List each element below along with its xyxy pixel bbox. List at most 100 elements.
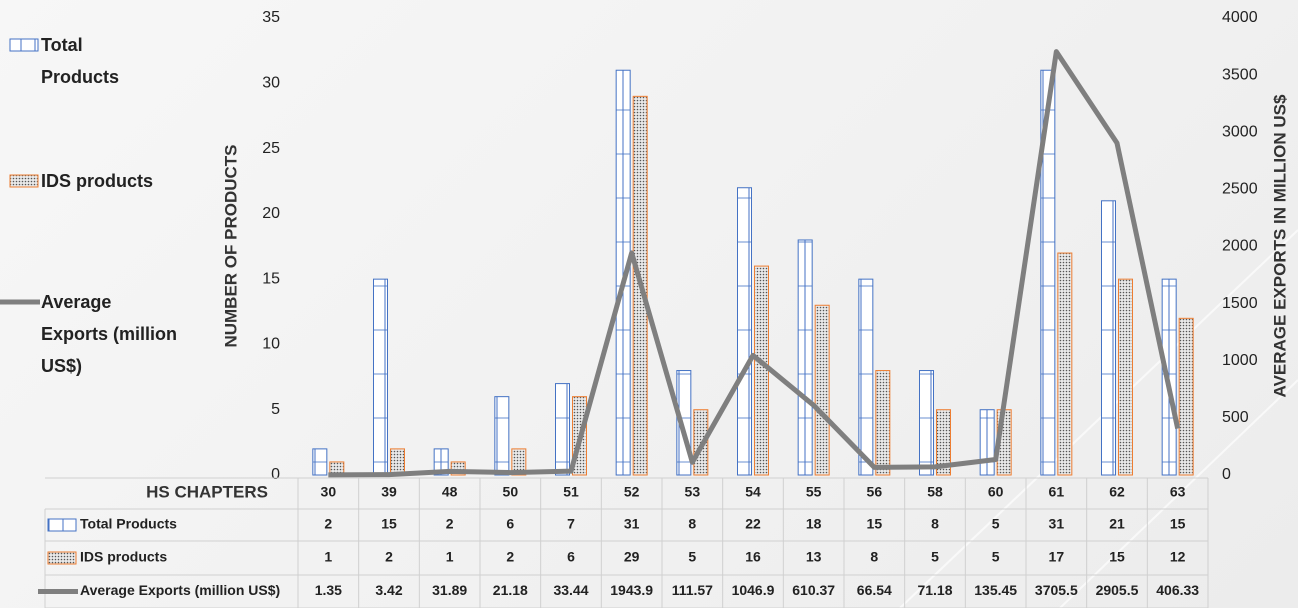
bar [615, 69, 631, 476]
table-cell: 1.35 [315, 582, 342, 598]
table-cell: 2 [385, 549, 393, 565]
x-tick-label: 62 [1109, 484, 1125, 500]
table-cell: 406.33 [1156, 582, 1199, 598]
table-cell: 17 [1049, 549, 1065, 565]
y-tick-label: 0 [271, 466, 280, 483]
y-tick-label: 30 [262, 75, 280, 92]
y2-tick-label: 3500 [1222, 66, 1258, 83]
y2-tick-label: 1500 [1222, 295, 1258, 312]
table-cell: 2905.5 [1096, 582, 1139, 598]
table-cell: 71.18 [917, 582, 952, 598]
bar [390, 448, 405, 476]
table-cell: 111.57 [672, 582, 713, 598]
table-cell: 33.44 [553, 582, 588, 598]
bar [373, 278, 388, 476]
bar [433, 448, 449, 476]
table-cell: 5 [931, 549, 939, 565]
table-cell: 6 [567, 549, 575, 565]
table-cell: 1943.9 [610, 582, 653, 598]
x-tick-label: 53 [685, 484, 701, 500]
y-tick-label: 10 [262, 336, 280, 353]
y-axis-title: NUMBER OF PRODUCTS [221, 144, 240, 347]
legend-label: IDS products [41, 171, 154, 191]
bar [1178, 317, 1194, 476]
bar [814, 304, 830, 476]
x-tick-label: 56 [867, 484, 883, 500]
table-cell: 7 [567, 516, 575, 532]
bar [875, 370, 891, 476]
y2-tick-label: 1000 [1222, 352, 1258, 369]
table-cell: 2 [446, 516, 454, 532]
x-tick-label: 55 [806, 484, 822, 500]
y2-tick-label: 500 [1222, 409, 1249, 426]
bar [555, 383, 570, 476]
bar [494, 396, 510, 476]
table-row-label: Total Products [80, 516, 177, 532]
table-cell: 1 [324, 549, 332, 565]
x-tick-label: 39 [381, 484, 397, 500]
table-cell: 3.42 [375, 582, 402, 598]
table-cell: 8 [688, 516, 696, 532]
bar [919, 370, 934, 476]
x-tick-label: 63 [1170, 484, 1186, 500]
table-cell: 16 [745, 549, 761, 565]
table-cell: 31.89 [432, 582, 467, 598]
bar [511, 448, 527, 476]
table-cell: 1 [446, 549, 454, 565]
table-cell: 31 [1049, 516, 1065, 532]
x-tick-label: 48 [442, 484, 458, 500]
y-tick-label: 20 [262, 205, 280, 222]
table-cell: 15 [1170, 516, 1186, 532]
table-cell: 8 [931, 516, 939, 532]
table-cell: 5 [992, 549, 1000, 565]
y2-tick-label: 2000 [1222, 238, 1258, 255]
bar [1101, 200, 1116, 476]
table-cell: 66.54 [857, 582, 892, 598]
bar [737, 187, 752, 476]
table-row-label: Average Exports (million US$) [80, 582, 280, 598]
table-cell: 15 [1109, 549, 1125, 565]
legend-swatch [47, 518, 77, 532]
x-axis-title: HS CHAPTERS [146, 482, 268, 501]
table-cell: 5 [992, 516, 1000, 532]
bar [1057, 252, 1073, 476]
x-tick-label: 30 [321, 484, 337, 500]
x-tick-label: 52 [624, 484, 640, 500]
bar [858, 278, 874, 476]
table-cell: 1046.9 [732, 582, 775, 598]
line [328, 49, 1181, 478]
bar [312, 448, 328, 476]
x-tick-label: 50 [503, 484, 519, 500]
table-cell: 15 [867, 516, 883, 532]
x-tick-label: 54 [745, 484, 761, 500]
y2-tick-label: 0 [1222, 466, 1231, 483]
table-cell: 2 [324, 516, 332, 532]
bar [1040, 69, 1056, 476]
bar [797, 239, 813, 476]
table-cell: 610.37 [792, 582, 835, 598]
legend-swatch [9, 38, 39, 52]
table-cell: 22 [745, 516, 761, 532]
decoration [899, 229, 1298, 608]
bar [979, 409, 995, 476]
x-tick-label: 51 [563, 484, 579, 500]
table-cell: 5 [688, 549, 696, 565]
table-cell: 21.18 [493, 582, 528, 598]
table-cell: 2 [506, 549, 514, 565]
table-cell: 29 [624, 549, 640, 565]
bar [936, 409, 951, 476]
y-tick-label: 35 [262, 9, 280, 26]
table-cell: 135.45 [974, 582, 1017, 598]
table-cell: 15 [381, 516, 397, 532]
y-tick-label: 5 [271, 401, 280, 418]
legend-label: Total Products [41, 35, 120, 87]
x-tick-label: 58 [927, 484, 943, 500]
x-tick-label: 61 [1049, 484, 1065, 500]
table-cell: 21 [1109, 516, 1125, 532]
y2-tick-label: 3000 [1222, 123, 1258, 140]
table-cell: 6 [506, 516, 514, 532]
legend-label: Average Exports (million US$) [41, 292, 178, 376]
y-tick-label: 25 [262, 140, 280, 157]
y2-axis-title: AVERAGE EXPORTS IN MILLION US$ [1270, 94, 1289, 397]
